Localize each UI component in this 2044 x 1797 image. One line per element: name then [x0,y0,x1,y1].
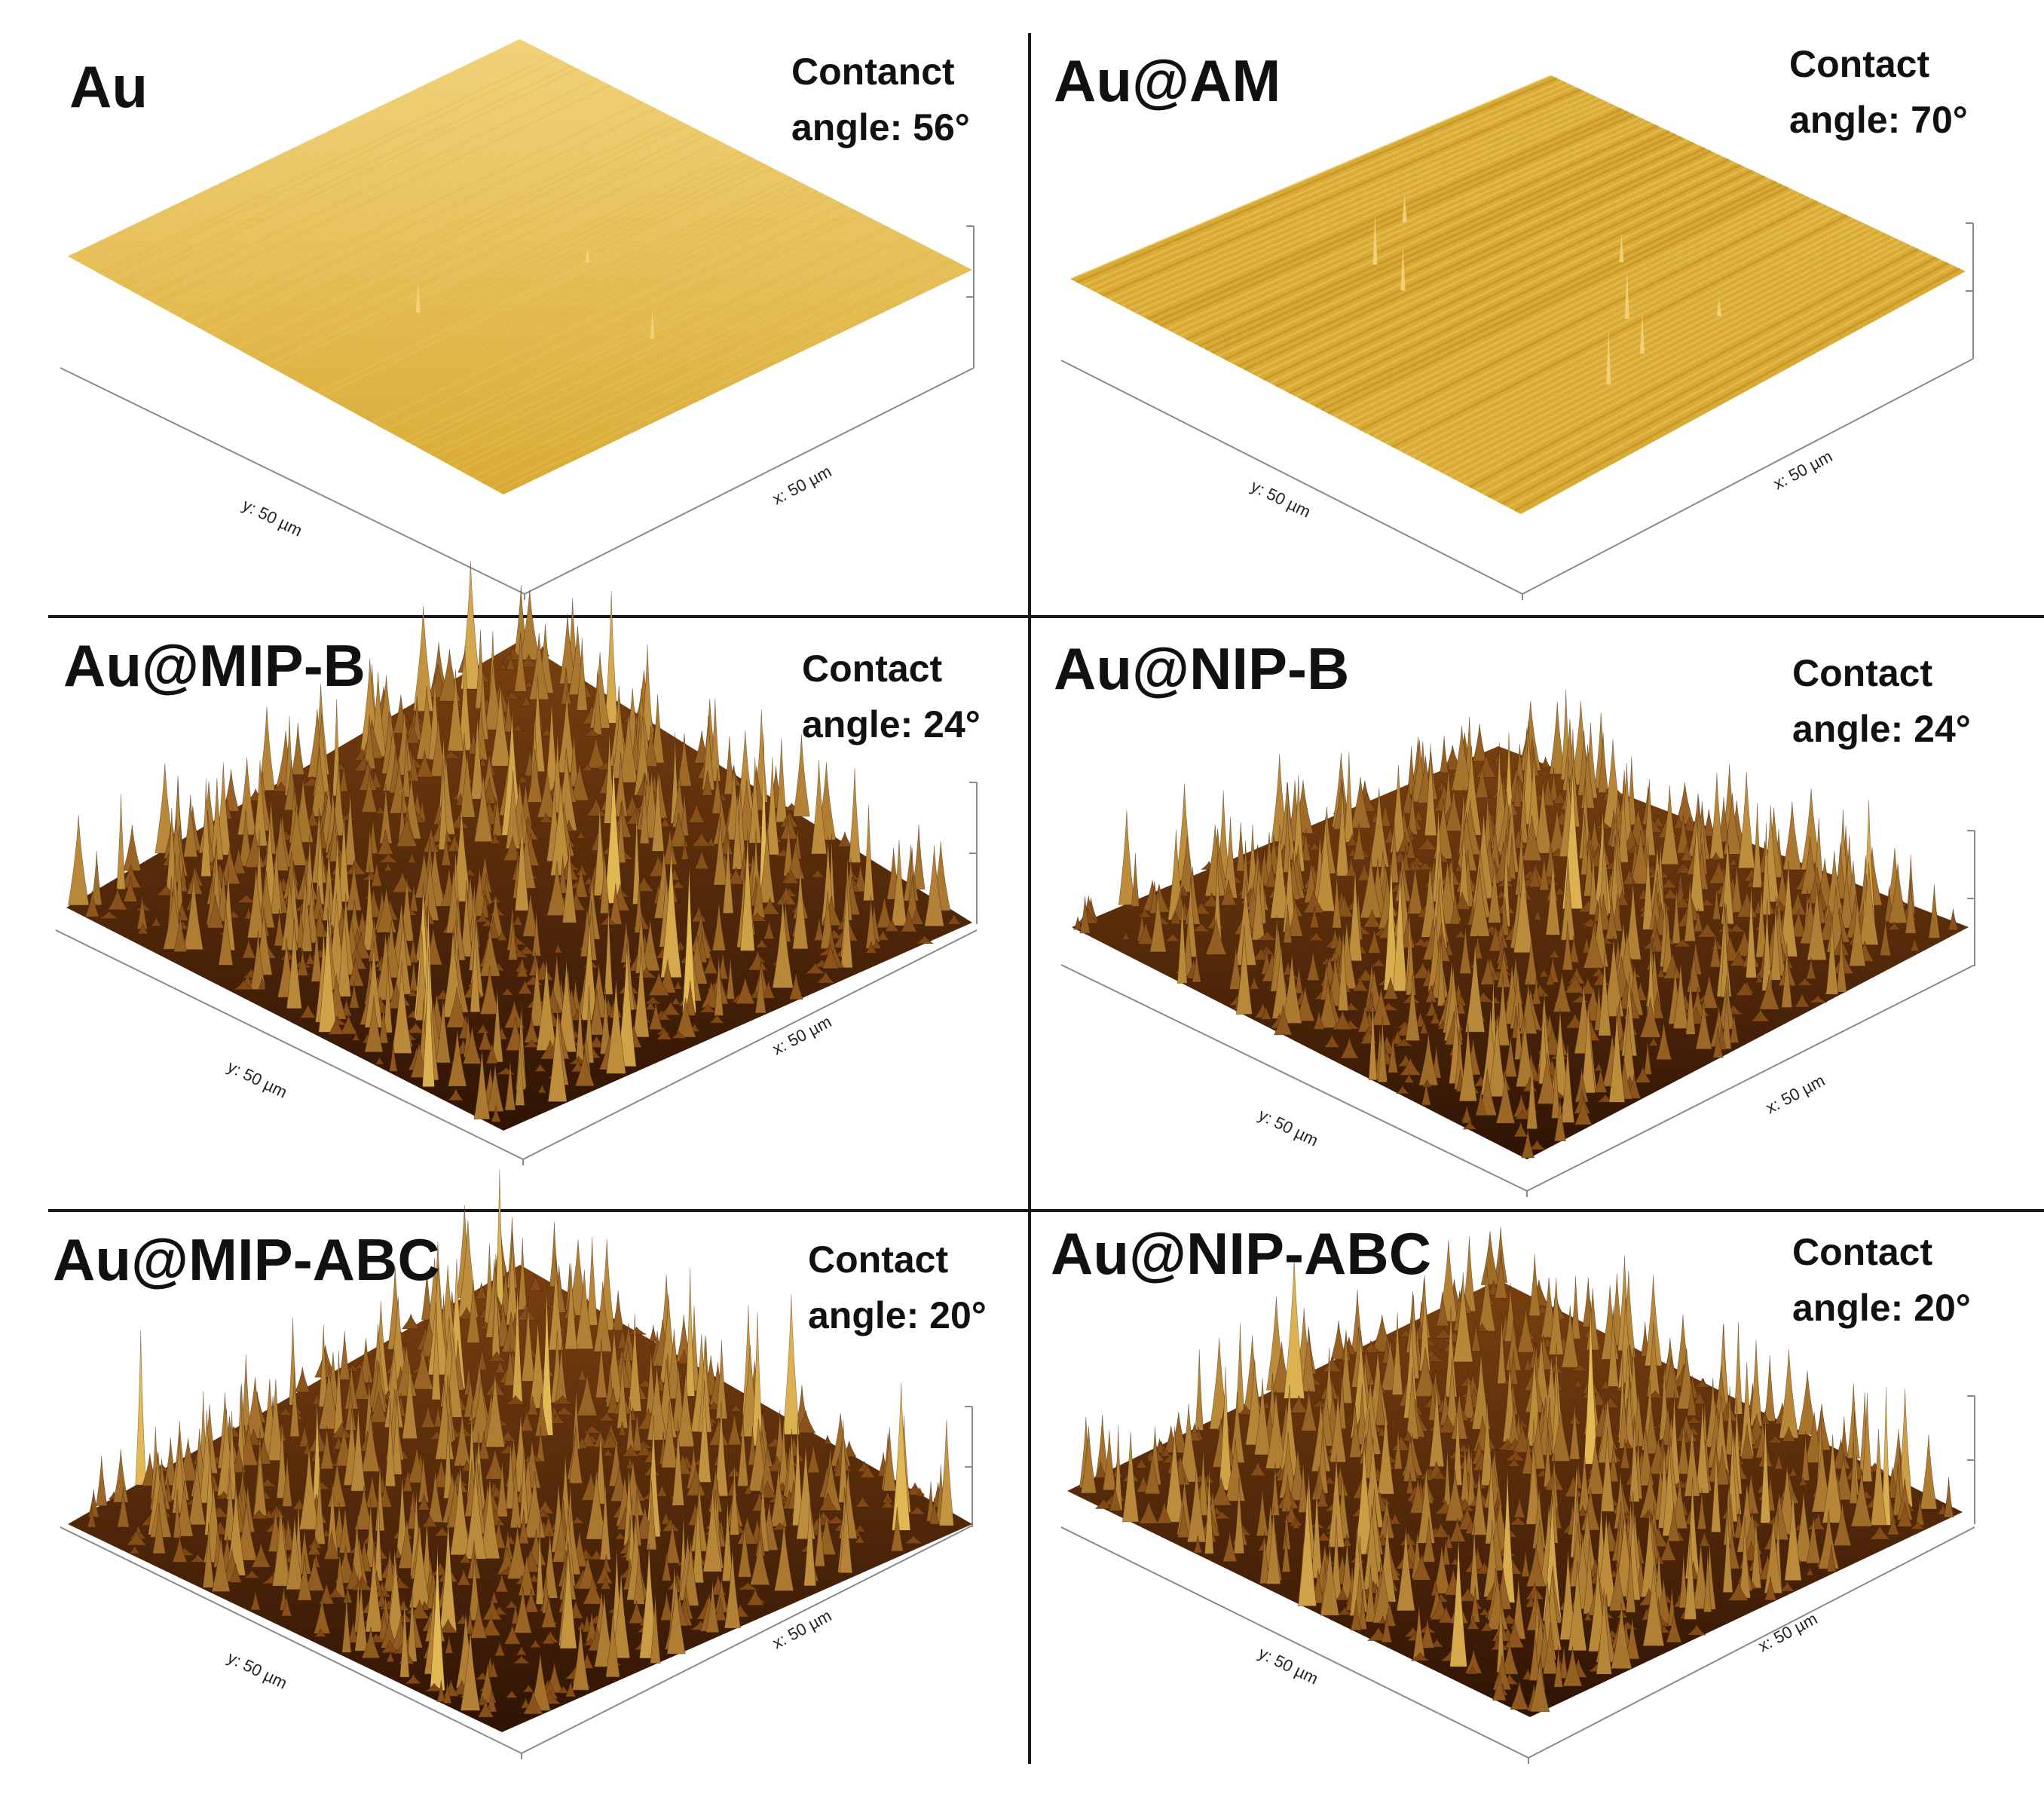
contact-angle: Contact angle: 20° [808,1232,987,1343]
afm-surface-au: x: 50 µm y: 50 µm [60,38,975,600]
surface-texture [1079,1226,1954,1713]
panel-au: x: 50 µm y: 50 µm Au Contanct angle: 56° [0,0,1025,612]
sample-label: Au@NIP-B [1054,635,1350,702]
afm-surface-au-nip-b: x: 50 µm y: 50 µm [1060,689,1975,1197]
sample-label: Au@AM [1054,47,1281,114]
afm-surface-au-nip-abc: x: 50 µmy: 50 µm [1060,1226,1975,1764]
x-axis-label: x: 50 µm [770,1606,835,1653]
contact-angle-value: angle: 20° [808,1294,987,1336]
surface-texture [68,561,962,1122]
axis-frame [55,782,978,1165]
sample-label: Au@MIP-ABC [53,1226,440,1293]
axis-frame [60,1406,973,1759]
contact-angle: Contact angle: 24° [1792,645,1971,757]
contact-angle-line1: Contact [1792,652,1933,694]
sample-label: Au [69,54,148,120]
contact-angle-line1: Contact [808,1238,949,1281]
panel-au-am: x: 50 µm y: 50 µm Au@AM Contact angle: 70… [1031,0,2044,612]
contact-angle-line1: Contact [1792,1231,1933,1273]
contact-angle-value: angle: 24° [1792,708,1971,750]
x-axis-label: x: 50 µm [770,462,835,509]
contact-angle-value: angle: 20° [1792,1287,1971,1329]
contact-angle-value: angle: 56° [791,106,970,148]
panel-au-mip-abc: x: 50 µm y: 50 µm Au@MIP-ABC Contact angl… [0,1169,1025,1797]
axis-frame [1060,1395,1975,1764]
axis-frame [1060,830,1975,1197]
contact-angle: Contact angle: 70° [1789,36,1968,148]
contact-angle-value: angle: 70° [1789,99,1968,141]
sample-label: Au@NIP-ABC [1051,1220,1432,1287]
x-axis-label: x: 50 µm [1755,1609,1821,1656]
afm-surface-au-am: x: 50 µmy: 50 µm [1060,74,1974,600]
panel-au-nip-abc: x: 50 µm y: 50 µm Au@NIP-ABC Contact angl… [1031,1212,2044,1797]
contact-angle-line1: Contact [802,647,943,690]
y-axis-label: y: 50 µm [240,495,305,540]
contact-angle-line1: Contact [1789,43,1930,85]
y-axis-label: y: 50 µm [225,1648,290,1693]
vertical-divider [1028,33,1031,1764]
afm-surface-au-mip-abc: x: 50 µm y: 50 µm [60,1169,973,1759]
panel-au-nip-b: x: 50 µm y: 50 µm Au@NIP-B Contact angle:… [1031,618,2044,1209]
sample-label: Au@MIP-B [63,632,366,699]
surface-texture [1073,689,1959,1159]
axis-frame [60,225,975,600]
surface-plane [1070,75,1966,514]
y-axis-label: y: 50 µm [1256,1105,1321,1150]
surface-texture [67,38,966,492]
horizontal-divider-bottom [48,1209,2044,1212]
axis-frame [1060,222,1974,600]
surface-texture [87,1169,954,1718]
contact-angle-value: angle: 24° [802,703,981,745]
surface-texture [1069,74,1960,512]
contact-angle: Contact angle: 24° [802,641,981,752]
contact-angle: Contanct angle: 56° [791,44,970,155]
horizontal-divider-top [48,615,2044,618]
contact-angle: Contact angle: 20° [1792,1224,1971,1336]
x-axis-label: x: 50 µm [1770,447,1836,494]
x-axis-label: x: 50 µm [1763,1071,1828,1118]
panel-au-mip-b: x: 50 µm y: 50 µm Au@MIP-B Contact angle:… [0,561,1025,1209]
contact-angle-line1: Contanct [791,51,955,93]
afm-surface-au-mip-b: x: 50 µmy: 50 µm [55,561,978,1165]
y-axis-label: y: 50 µm [225,1057,290,1102]
surface-plane [68,39,972,494]
